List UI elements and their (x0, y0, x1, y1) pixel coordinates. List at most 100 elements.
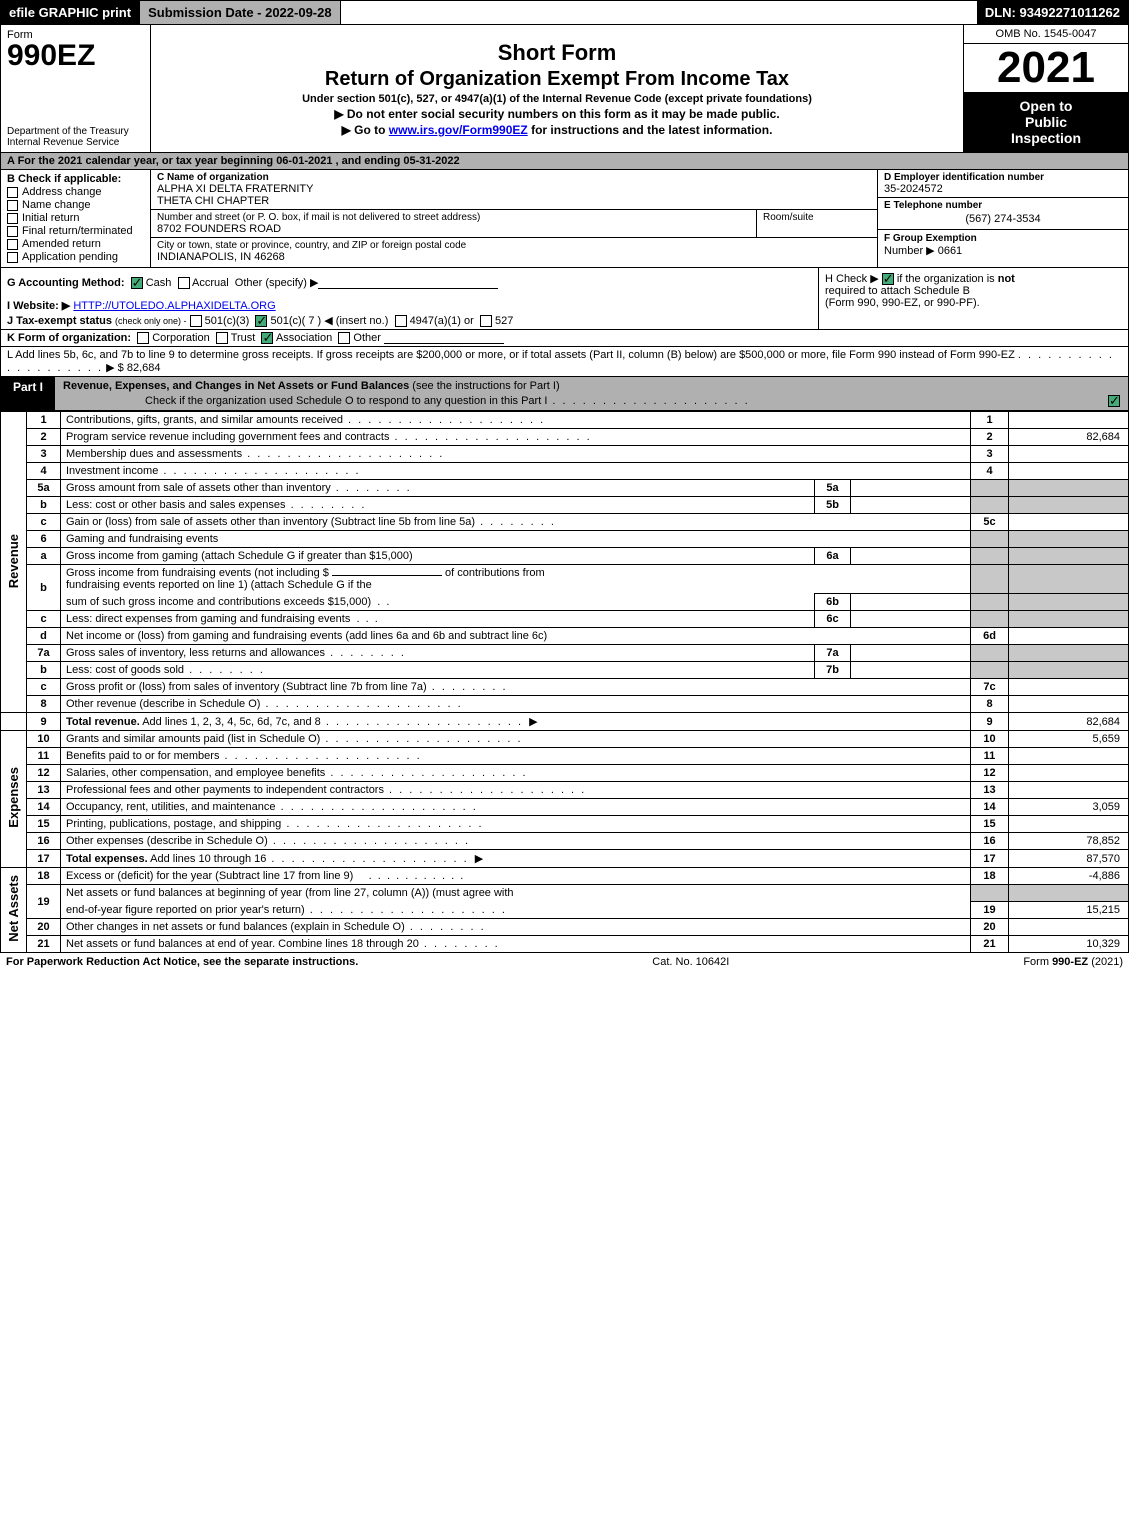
line-17: 17Total expenses. Add lines 10 through 1… (1, 850, 1129, 868)
ln: 1 (27, 412, 61, 429)
efile-print: efile GRAPHIC print (1, 1, 140, 24)
h-line3: (Form 990, 990-EZ, or 990-PF). (825, 297, 980, 309)
desc: Program service revenue including govern… (66, 431, 592, 443)
form-number: 990EZ (7, 41, 144, 71)
val: 82,684 (1009, 429, 1129, 446)
line-4: 4Investment income 4 (1, 463, 1129, 480)
checkbox-icon[interactable] (7, 200, 18, 211)
checkbox-icon[interactable] (7, 226, 18, 237)
desc-b: Total revenue. (66, 716, 140, 728)
part1-subtitle: Check if the organization used Schedule … (55, 395, 1128, 410)
val (1009, 628, 1129, 645)
goto-note: ▶ Go to www.irs.gov/Form990EZ for instru… (159, 123, 955, 137)
blank-line (384, 332, 504, 344)
street-label: Number and street (or P. O. box, if mail… (157, 212, 750, 223)
chk-label: Amended return (22, 238, 101, 250)
sub-val (851, 645, 971, 662)
header-right: OMB No. 1545-0047 2021 Open to Public In… (963, 25, 1128, 152)
desc: Gross income from fundraising events (no… (61, 565, 971, 594)
fr-b: 990-EZ (1052, 956, 1088, 968)
checkbox-checked-icon[interactable] (255, 315, 267, 327)
d4: sum of such gross income and contributio… (66, 596, 371, 608)
chk-label: Final return/terminated (22, 225, 133, 237)
checkbox-icon[interactable] (7, 213, 18, 224)
num: 4 (971, 463, 1009, 480)
i-website-row: I Website: ▶ HTTP://UTOLEDO.ALPHAXIDELTA… (7, 299, 812, 312)
room-cell: Room/suite (757, 210, 877, 237)
blank-line (332, 575, 442, 576)
num: 9 (971, 713, 1009, 731)
line-6: 6Gaming and fundraising events (1, 531, 1129, 548)
c-label: C Name of organization (157, 172, 871, 183)
val (1009, 412, 1129, 429)
desc-b: Total expenses. (66, 853, 148, 865)
form-header: Form 990EZ Department of the Treasury In… (0, 25, 1129, 153)
row-a-tax-year: A For the 2021 calendar year, or tax yea… (0, 153, 1129, 170)
line-19a: 19Net assets or fund balances at beginni… (1, 885, 1129, 902)
line-5c: cGain or (loss) from sale of assets othe… (1, 514, 1129, 531)
checkbox-icon[interactable] (178, 277, 190, 289)
checkbox-icon[interactable] (216, 332, 228, 344)
page-footer: For Paperwork Reduction Act Notice, see … (0, 953, 1129, 971)
desc: Less: cost or other basis and sales expe… (66, 499, 366, 511)
topbar-left: efile GRAPHIC print Submission Date - 20… (1, 1, 341, 24)
desc: Gross sales of inventory, less returns a… (66, 647, 406, 659)
num: 8 (971, 696, 1009, 713)
val (1009, 765, 1129, 782)
col-c-org-info: C Name of organization ALPHA XI DELTA FR… (151, 170, 878, 267)
checkbox-icon[interactable] (7, 187, 18, 198)
line-8: 8Other revenue (describe in Schedule O) … (1, 696, 1129, 713)
website-link[interactable]: HTTP://UTOLEDO.ALPHAXIDELTA.ORG (73, 300, 275, 312)
opt-trust: Trust (231, 332, 256, 344)
num: 17 (971, 850, 1009, 868)
num: 21 (971, 935, 1009, 952)
val: 15,215 (1009, 901, 1129, 918)
line-18: Net Assets 18Excess or (deficit) for the… (1, 868, 1129, 885)
line-6d: dNet income or (loss) from gaming and fu… (1, 628, 1129, 645)
val: 3,059 (1009, 799, 1129, 816)
opt-501c: 501(c)( 7 ) ◀ (insert no.) (270, 315, 388, 327)
part1-title-sub: (see the instructions for Part I) (412, 380, 559, 392)
checkbox-icon[interactable] (480, 315, 492, 327)
line-7a: 7aGross sales of inventory, less returns… (1, 645, 1129, 662)
num: 16 (971, 833, 1009, 850)
val: 10,329 (1009, 935, 1129, 952)
checkbox-checked-icon[interactable] (131, 277, 143, 289)
city-value: INDIANAPOLIS, IN 46268 (157, 251, 871, 263)
header-left: Form 990EZ Department of the Treasury In… (1, 25, 151, 152)
val (1009, 816, 1129, 833)
irs-link[interactable]: www.irs.gov/Form990EZ (389, 123, 528, 137)
row-l: L Add lines 5b, 6c, and 7b to line 9 to … (0, 347, 1129, 377)
line-2: 2Program service revenue including gover… (1, 429, 1129, 446)
sub-val (851, 480, 971, 497)
street-value: 8702 FOUNDERS ROAD (157, 223, 750, 235)
sub-ln: 5b (815, 497, 851, 514)
chk-app-pending: Application pending (7, 251, 144, 263)
checkbox-icon[interactable] (137, 332, 149, 344)
line-9: 9Total revenue. Add lines 1, 2, 3, 4, 5c… (1, 713, 1129, 731)
val: 5,659 (1009, 731, 1129, 748)
checkbox-icon[interactable] (7, 239, 18, 250)
desc: Gain or (loss) from sale of assets other… (66, 516, 556, 528)
top-bar: efile GRAPHIC print Submission Date - 20… (0, 0, 1129, 25)
checkbox-checked-icon[interactable] (882, 273, 894, 285)
desc: Other expenses (describe in Schedule O) (66, 835, 470, 847)
line-19b: end-of-year figure reported on prior yea… (1, 901, 1129, 918)
checkbox-checked-icon[interactable] (261, 332, 273, 344)
checkbox-checked-icon[interactable] (1108, 395, 1120, 407)
checkbox-icon[interactable] (190, 315, 202, 327)
desc: Professional fees and other payments to … (66, 784, 586, 796)
checkbox-icon[interactable] (338, 332, 350, 344)
line-6c: cLess: direct expenses from gaming and f… (1, 611, 1129, 628)
desc: Grants and similar amounts paid (list in… (66, 733, 523, 745)
h-line2: required to attach Schedule B (825, 285, 970, 297)
checkbox-icon[interactable] (395, 315, 407, 327)
h-check: H Check ▶ if the organization is not req… (818, 268, 1128, 329)
sub-ln: 6a (815, 548, 851, 565)
checkbox-icon[interactable] (7, 252, 18, 263)
num: 14 (971, 799, 1009, 816)
line-14: 14Occupancy, rent, utilities, and mainte… (1, 799, 1129, 816)
line-7c: cGross profit or (loss) from sales of in… (1, 679, 1129, 696)
line-6a: aGross income from gaming (attach Schedu… (1, 548, 1129, 565)
desc: Gross amount from sale of assets other t… (66, 482, 412, 494)
